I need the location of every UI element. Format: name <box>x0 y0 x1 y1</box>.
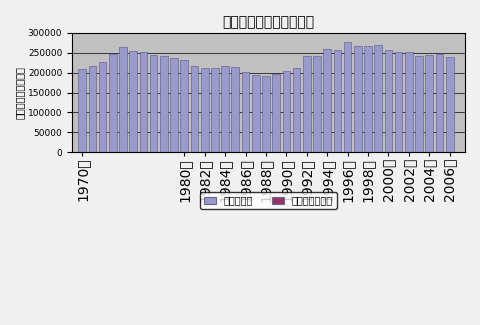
Bar <box>364 46 372 152</box>
Bar <box>242 72 250 152</box>
Bar <box>89 66 96 152</box>
Bar <box>119 47 127 152</box>
Bar <box>170 58 178 152</box>
Bar <box>436 54 444 152</box>
Bar <box>283 71 290 152</box>
Bar <box>374 45 382 152</box>
Bar <box>109 54 117 152</box>
Bar <box>272 74 280 152</box>
Bar <box>405 52 413 152</box>
Bar <box>252 75 260 152</box>
Bar <box>78 69 86 152</box>
Bar <box>313 57 321 152</box>
Bar <box>211 68 219 152</box>
Y-axis label: （千キロリットル）: （千キロリットル） <box>15 66 25 119</box>
Bar <box>384 50 392 152</box>
Bar <box>130 51 137 152</box>
Bar <box>303 57 311 152</box>
Bar <box>425 55 433 152</box>
Bar <box>231 67 239 152</box>
Bar <box>180 60 188 152</box>
Legend: 原油輸入量, 国産原油生産量: 原油輸入量, 国産原油生産量 <box>200 192 337 209</box>
Bar <box>262 76 270 152</box>
Bar <box>395 52 402 152</box>
Bar <box>201 68 208 152</box>
Bar <box>160 56 168 152</box>
Bar <box>191 66 198 152</box>
Bar <box>446 57 454 152</box>
Bar <box>344 43 351 152</box>
Bar <box>99 61 107 152</box>
Bar <box>140 52 147 152</box>
Bar <box>221 66 229 152</box>
Bar <box>293 68 300 152</box>
Bar <box>324 49 331 152</box>
Bar <box>334 50 341 152</box>
Bar <box>415 56 423 152</box>
Title: 原油の輸入・国産産出量: 原油の輸入・国産産出量 <box>222 15 314 29</box>
Bar <box>354 46 361 152</box>
Bar <box>150 55 157 152</box>
